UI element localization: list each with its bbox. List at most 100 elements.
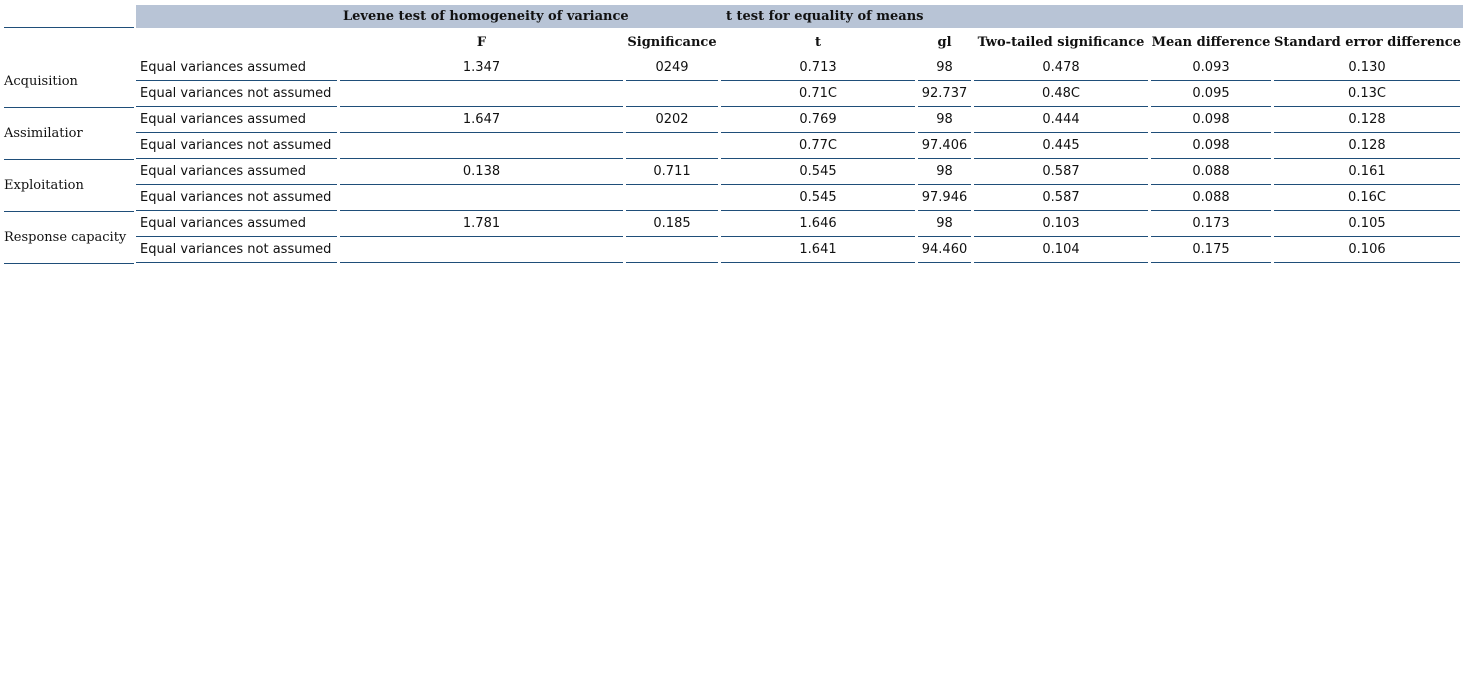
levene-title: Levene test of homogeneity of variance <box>343 9 629 24</box>
value-cell-F <box>340 186 623 210</box>
cell-rule <box>1274 184 1460 185</box>
value-cell-gl: 98 <box>936 216 953 231</box>
cell-rule <box>1274 132 1460 133</box>
value-cell-t: 0.545 <box>799 190 837 205</box>
cell-rule <box>626 132 718 133</box>
cell-rule <box>136 132 337 133</box>
value-cell-se-diff: 0.128 <box>1348 112 1386 127</box>
column-header: gl <box>937 35 952 50</box>
cell-rule <box>1274 106 1460 107</box>
cell-rule <box>1151 236 1271 237</box>
cell-rule <box>918 210 971 211</box>
value-cell-se-diff: 0.130 <box>1348 60 1386 75</box>
value-cell-mean-diff: 0.098 <box>1192 138 1230 153</box>
cell-rule <box>340 80 623 81</box>
value-cell-two-tailed: 0.48C <box>1041 86 1081 101</box>
cell-rule <box>626 184 718 185</box>
cell-rule <box>918 132 971 133</box>
column-header: Mean difference <box>1151 35 1271 50</box>
column-header: Two-tailed significance <box>977 35 1145 50</box>
row-label: Equal variances not assumed <box>140 242 332 257</box>
row-label: Equal variances not assumed <box>140 190 332 205</box>
value-cell-sig <box>626 82 718 106</box>
value-cell-F: 0.138 <box>462 164 501 179</box>
cell-rule <box>136 236 337 237</box>
value-cell-sig: 0.185 <box>653 216 691 231</box>
cell-rule <box>626 236 718 237</box>
value-cell-t: 1.646 <box>799 216 837 231</box>
header-rule <box>4 27 134 28</box>
cell-rule <box>974 132 1148 133</box>
cell-rule <box>1151 184 1271 185</box>
column-header: t <box>814 35 821 50</box>
value-cell-gl: 92.737 <box>921 86 968 101</box>
value-cell-sig <box>626 134 718 158</box>
ttest-title: t test for equality of means <box>726 9 924 24</box>
cell-rule <box>1274 158 1460 159</box>
cell-rule <box>340 158 623 159</box>
value-cell-two-tailed: 0.103 <box>1042 216 1080 231</box>
row-label: Equal variances not assumed <box>140 138 332 153</box>
cell-rule <box>1151 262 1271 263</box>
cell-rule <box>721 106 915 107</box>
value-cell-F <box>340 134 623 158</box>
value-cell-mean-diff: 0.088 <box>1192 164 1230 179</box>
value-cell-gl: 98 <box>936 164 953 179</box>
cell-rule <box>1274 236 1460 237</box>
group-label: Response capacity <box>4 230 127 245</box>
value-cell-mean-diff: 0.088 <box>1192 190 1230 205</box>
row-label: Equal variances not assumed <box>140 86 332 101</box>
cell-rule <box>918 184 971 185</box>
cell-rule <box>974 158 1148 159</box>
value-cell-two-tailed: 0.587 <box>1042 164 1080 179</box>
value-cell-se-diff: 0.105 <box>1348 216 1386 231</box>
value-cell-gl: 98 <box>936 60 953 75</box>
row-label: Equal variances assumed <box>140 60 306 75</box>
cell-rule <box>1151 210 1271 211</box>
cell-rule <box>340 210 623 211</box>
cell-rule <box>340 132 623 133</box>
group-label: Acquisition <box>4 74 78 89</box>
value-cell-se-diff: 0.16C <box>1347 190 1387 205</box>
cell-rule <box>136 210 337 211</box>
cell-rule <box>721 80 915 81</box>
cell-rule <box>1151 106 1271 107</box>
value-cell-t: 0.769 <box>799 112 837 127</box>
cell-rule <box>918 106 971 107</box>
cell-rule <box>721 210 915 211</box>
value-cell-sig <box>626 238 718 262</box>
cell-rule <box>1151 158 1271 159</box>
cell-rule <box>974 184 1148 185</box>
cell-rule <box>626 158 718 159</box>
value-cell-sig: 0249 <box>655 60 689 75</box>
group-label: Exploitation <box>4 178 84 193</box>
value-cell-t: 1.641 <box>799 242 837 257</box>
cell-rule <box>721 132 915 133</box>
value-cell-mean-diff: 0.093 <box>1192 60 1230 75</box>
value-cell-F <box>340 82 623 106</box>
value-cell-two-tailed: 0.104 <box>1042 242 1080 257</box>
cell-rule <box>974 106 1148 107</box>
cell-rule <box>974 210 1148 211</box>
value-cell-t: 0.77C <box>798 138 838 153</box>
cell-rule <box>721 262 915 263</box>
value-cell-gl: 97.946 <box>921 190 968 205</box>
value-cell-se-diff: 0.106 <box>1348 242 1386 257</box>
cell-rule <box>721 158 915 159</box>
cell-rule <box>1151 132 1271 133</box>
value-cell-sig: 0202 <box>655 112 689 127</box>
value-cell-se-diff: 0.13C <box>1347 86 1387 101</box>
cell-rule <box>626 106 718 107</box>
column-header: Significance <box>627 35 717 50</box>
cell-rule <box>626 210 718 211</box>
value-cell-t: 0.545 <box>799 164 837 179</box>
group-rule <box>4 159 134 160</box>
cell-rule <box>340 236 623 237</box>
cell-rule <box>1274 262 1460 263</box>
cell-rule <box>1274 80 1460 81</box>
value-cell-gl: 94.460 <box>921 242 968 257</box>
value-cell-mean-diff: 0.095 <box>1192 86 1230 101</box>
cell-rule <box>974 80 1148 81</box>
value-cell-gl: 97.406 <box>921 138 968 153</box>
cell-rule <box>1274 210 1460 211</box>
